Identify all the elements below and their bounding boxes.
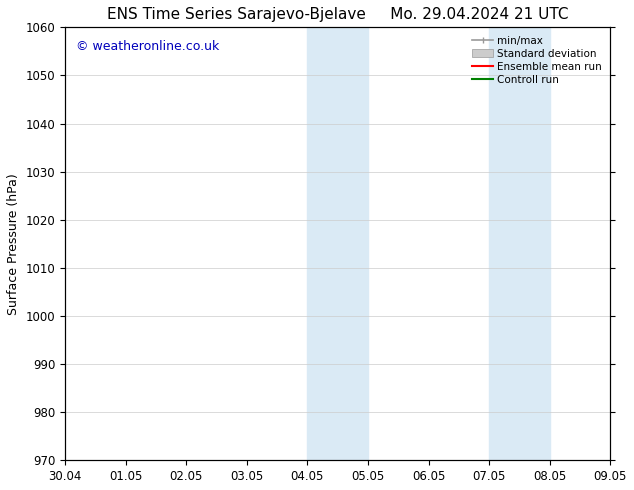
Text: © weatheronline.co.uk: © weatheronline.co.uk: [76, 40, 219, 53]
Bar: [489, 27, 550, 460]
Y-axis label: Surface Pressure (hPa): Surface Pressure (hPa): [7, 173, 20, 315]
Bar: [307, 27, 368, 460]
Title: ENS Time Series Sarajevo-Bjelave     Mo. 29.04.2024 21 UTC: ENS Time Series Sarajevo-Bjelave Mo. 29.…: [107, 7, 569, 22]
Legend: min/max, Standard deviation, Ensemble mean run, Controll run: min/max, Standard deviation, Ensemble me…: [469, 32, 605, 88]
